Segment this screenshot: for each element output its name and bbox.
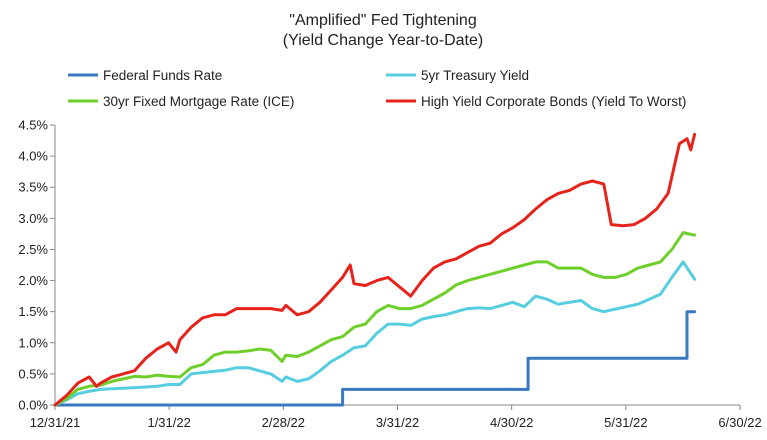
- y-tick-label: 4.5%: [18, 118, 48, 133]
- x-tick-label: 5/31/22: [604, 415, 647, 430]
- series-line-2: [53, 260, 697, 407]
- legend-label: 30yr Fixed Mortgage Rate (ICE): [103, 94, 294, 109]
- legend-label: Federal Funds Rate: [103, 68, 222, 83]
- y-tick-label: 4.0%: [18, 149, 48, 164]
- y-tick-label: 1.5%: [18, 304, 48, 319]
- x-tick-label: 12/31/21: [30, 415, 81, 430]
- series-line-3: [53, 231, 697, 407]
- chart-title-line-1: "Amplified" Fed Tightening: [289, 12, 476, 29]
- legend-entry-3: 30yr Fixed Mortgage Rate (ICE): [68, 94, 294, 109]
- legend-entry-1: Federal Funds Rate: [68, 68, 222, 83]
- x-tick-label: 2/28/22: [262, 415, 305, 430]
- x-tick-label: 6/30/22: [718, 415, 761, 430]
- series-line-4: [53, 132, 697, 407]
- y-tick-label: 3.0%: [18, 211, 48, 226]
- y-tick-label: 2.5%: [18, 242, 48, 257]
- y-tick-label: 3.5%: [18, 180, 48, 195]
- y-tick-label: 0.0%: [18, 398, 48, 413]
- legend-entry-4: High Yield Corporate Bonds (Yield To Wor…: [386, 94, 686, 109]
- x-tick-label: 4/30/22: [490, 415, 533, 430]
- legend-label: 5yr Treasury Yield: [421, 68, 529, 83]
- y-tick-label: 0.5%: [18, 366, 48, 381]
- chart-title: "Amplified" Fed Tightening (Yield Change…: [283, 12, 483, 49]
- x-tick-label: 1/31/22: [147, 415, 190, 430]
- y-tick-label: 2.0%: [18, 273, 48, 288]
- legend-label: High Yield Corporate Bonds (Yield To Wor…: [421, 94, 686, 109]
- y-tick-label: 1.0%: [18, 335, 48, 350]
- series-layer: [53, 132, 697, 407]
- series-line-1: [53, 310, 697, 407]
- x-tick-label: 3/31/22: [376, 415, 419, 430]
- legend: Federal Funds Rate 5yr Treasury Yield 30yr…: [68, 68, 686, 109]
- chart-title-line-2: (Yield Change Year-to-Date): [283, 32, 483, 49]
- legend-entry-2: 5yr Treasury Yield: [386, 68, 529, 83]
- axes: 0.0% 0.5% 1.0% 1.5% 2.0% 2.5% 3.0% 3.5% 4.0% 4.5%…: [18, 118, 761, 431]
